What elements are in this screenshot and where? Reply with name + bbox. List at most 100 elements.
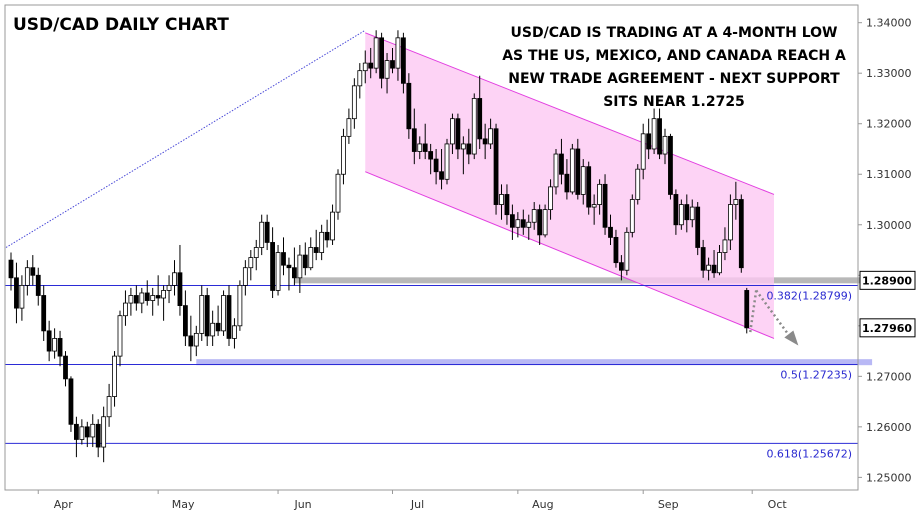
y-tick-label: 1.30000 — [866, 219, 912, 232]
candle-body-up — [444, 143, 450, 180]
candle — [106, 383, 112, 427]
fib-labels: 0.382(1.28799) 0.5(1.27235) 0.618(1.25672) — [766, 289, 852, 460]
candle-body-down — [668, 135, 673, 195]
candle-body-down — [400, 37, 406, 84]
candle-body-up — [357, 70, 363, 87]
candle — [172, 260, 177, 296]
y-tick-label: 1.33000 — [866, 67, 912, 80]
candle — [428, 143, 434, 175]
candle-body-down — [286, 264, 292, 269]
trendline-layer — [5, 29, 366, 248]
candle-body-down — [477, 98, 483, 140]
candle-body-down — [586, 166, 592, 208]
candle-body-down — [379, 37, 385, 79]
candle — [488, 118, 494, 149]
candle — [744, 287, 750, 334]
candle-body-up — [253, 247, 259, 259]
candle-body-down — [188, 335, 194, 347]
candle — [542, 204, 548, 238]
channel-layer — [365, 32, 775, 339]
candle-body-up — [139, 292, 145, 304]
candle-body-up — [297, 254, 303, 279]
annotation-text: USD/CAD IS TRADING AT A 4-MONTH LOW AS T… — [502, 25, 846, 110]
candle-body-up — [635, 168, 641, 200]
candle-body-down — [711, 264, 717, 274]
candle — [417, 136, 423, 160]
candle — [30, 255, 36, 286]
candle — [689, 199, 695, 228]
candle — [580, 159, 586, 205]
candle-body-down — [537, 209, 543, 236]
candle — [368, 47, 374, 79]
candle-body-up — [24, 267, 30, 286]
candle — [591, 194, 597, 225]
candle — [330, 204, 335, 245]
candle-body-up — [591, 204, 597, 208]
candle — [728, 194, 733, 251]
candle-body-up — [150, 295, 156, 301]
candle-body-up — [106, 396, 112, 418]
candle — [662, 128, 668, 165]
candle — [439, 148, 444, 190]
candle-body-down — [182, 305, 188, 337]
candle-body-up — [450, 118, 455, 145]
candle — [406, 73, 412, 139]
candle — [444, 138, 450, 185]
candle-body-up — [553, 153, 559, 188]
candle — [597, 179, 602, 215]
candle-body-up — [161, 290, 167, 299]
annotation-line-2: AS THE US, MEXICO, AND CANADA REACH A — [502, 48, 846, 64]
candle-body-down — [700, 247, 706, 271]
candle — [270, 227, 276, 299]
candle-body-down — [504, 194, 510, 216]
candle — [559, 138, 564, 185]
candle-body-down — [619, 262, 624, 271]
candle-body-up — [19, 284, 25, 309]
channel-fill — [365, 32, 774, 339]
candle-body-down — [291, 267, 297, 279]
candle — [357, 63, 363, 99]
dotted-trendline — [5, 29, 366, 248]
candle — [68, 376, 74, 432]
candle-body-up — [531, 209, 537, 223]
candle-body-down — [738, 199, 744, 269]
candle-body-down — [35, 274, 41, 296]
candle-body-down — [559, 153, 564, 175]
channel-upper-line — [365, 32, 775, 195]
candle — [684, 194, 690, 233]
candle-body-down — [368, 62, 374, 69]
price-badge-label: 1.28900 — [862, 274, 912, 287]
chart-title: USD/CAD DAILY CHART — [13, 15, 229, 35]
candle-body-up — [678, 204, 684, 226]
candle — [569, 143, 575, 195]
candle-body-down — [466, 143, 472, 155]
candle-body-up — [101, 416, 107, 448]
candle — [259, 214, 265, 256]
candle — [210, 310, 216, 347]
x-tick-label: Aug — [532, 498, 553, 511]
candle-body-up — [580, 166, 586, 195]
candle-body-up — [733, 199, 739, 205]
candle — [700, 239, 706, 278]
candle — [264, 214, 270, 251]
candle-body-up — [515, 219, 521, 228]
candle — [613, 229, 619, 268]
candle — [144, 280, 150, 306]
candle — [19, 275, 25, 321]
candle — [14, 262, 19, 324]
price-badge-box — [859, 270, 916, 290]
candle — [455, 113, 461, 160]
support-zone-1 — [196, 359, 873, 366]
candle-body-down — [684, 204, 690, 221]
price-badge-0: 1.28900 — [859, 270, 916, 290]
y-tick-label: 1.31000 — [866, 168, 912, 181]
price-badge-1: 1.27960 — [859, 318, 916, 338]
candle — [8, 252, 14, 291]
candle — [624, 227, 630, 276]
candle-body-up — [629, 199, 635, 233]
candle — [117, 310, 123, 367]
candle — [509, 204, 515, 240]
candle — [308, 237, 314, 271]
candle-body-down — [95, 423, 101, 448]
